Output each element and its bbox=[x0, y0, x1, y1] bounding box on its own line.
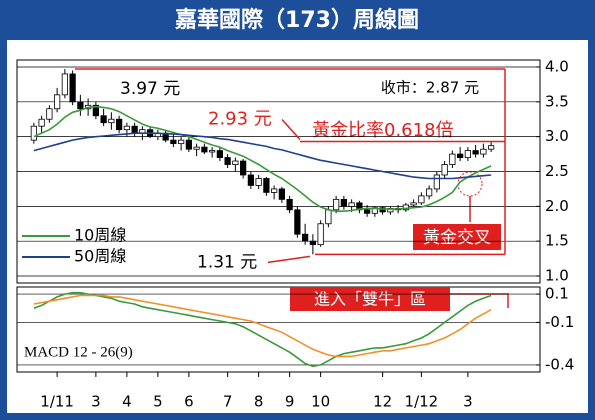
y-tick-label: 1.5 bbox=[545, 232, 569, 250]
series-line bbox=[33, 291, 492, 368]
candle-body bbox=[340, 198, 347, 207]
candle-body bbox=[433, 174, 440, 190]
x-tick-label: 5 bbox=[153, 393, 163, 411]
macd-panel bbox=[16, 286, 541, 373]
x-tick-label: 1/12 bbox=[405, 393, 439, 411]
candle-body bbox=[185, 139, 192, 150]
candle-body bbox=[449, 153, 456, 165]
candle-body bbox=[216, 150, 223, 158]
candle-body bbox=[286, 198, 293, 211]
arrow bbox=[281, 119, 301, 141]
candle-body bbox=[209, 150, 216, 153]
legend-label: 10周線 bbox=[74, 226, 126, 245]
candle-body bbox=[441, 164, 448, 176]
x-tick-label: 3 bbox=[463, 393, 473, 411]
candle-body bbox=[325, 209, 332, 225]
candle-body bbox=[193, 146, 200, 150]
level-label: 2.93 元 bbox=[208, 109, 272, 130]
candle-body bbox=[100, 115, 107, 124]
candle-body bbox=[224, 157, 231, 165]
y-tick-label: 0.1 bbox=[545, 285, 569, 303]
candle-body bbox=[480, 148, 487, 155]
arrow bbox=[267, 255, 311, 264]
y-tick-label: 2.5 bbox=[545, 162, 569, 180]
x-tick-label: 4 bbox=[122, 393, 132, 411]
candle-body bbox=[255, 178, 262, 186]
candle-body bbox=[131, 125, 138, 134]
close-box bbox=[365, 75, 495, 99]
candle-body bbox=[201, 146, 208, 153]
candle-body bbox=[46, 108, 53, 120]
x-tick-label: 8 bbox=[254, 393, 264, 411]
x-tick-label: 1/11 bbox=[40, 393, 74, 411]
candle-body bbox=[69, 73, 76, 103]
candle-body bbox=[457, 153, 464, 158]
cross-label: 黃金交叉 bbox=[423, 228, 491, 248]
candle-body bbox=[418, 195, 425, 204]
series-line bbox=[33, 294, 492, 358]
candle-body bbox=[410, 202, 417, 206]
x-tick-label: 7 bbox=[223, 393, 233, 411]
candle-body bbox=[488, 145, 495, 150]
candle-body bbox=[108, 118, 115, 124]
series-line bbox=[33, 132, 492, 180]
x-tick-label: 3 bbox=[91, 393, 101, 411]
ratio-label: 黃金比率0.618倍 bbox=[312, 120, 454, 141]
candle-body bbox=[92, 104, 99, 117]
candle-body bbox=[232, 160, 239, 165]
candle-body bbox=[61, 73, 68, 96]
macd-label: MACD 12 - 26(9) bbox=[24, 344, 133, 360]
candle-body bbox=[38, 118, 45, 127]
candle-body bbox=[426, 188, 433, 197]
candle-body bbox=[348, 202, 355, 207]
note-box bbox=[290, 287, 450, 311]
close-label: 收市：2.87 元 bbox=[381, 79, 479, 97]
level-label: 1.31 元 bbox=[197, 252, 257, 272]
candle-body bbox=[263, 178, 270, 193]
candle-body bbox=[247, 174, 254, 186]
candle-body bbox=[294, 209, 301, 235]
candle-body bbox=[309, 240, 316, 246]
y-tick-label: 4.0 bbox=[545, 57, 569, 75]
candle-body bbox=[278, 188, 285, 200]
y-tick-label: -0.4 bbox=[545, 355, 574, 373]
x-tick-label: 10 bbox=[311, 393, 330, 411]
y-tick-label: -0.1 bbox=[545, 313, 574, 331]
x-tick-label: 12 bbox=[373, 393, 392, 411]
candle-body bbox=[364, 209, 371, 214]
candle-body bbox=[464, 150, 471, 158]
candle-body bbox=[333, 198, 340, 211]
y-tick-label: 2.0 bbox=[545, 197, 569, 215]
candle-body bbox=[123, 125, 130, 131]
candle-body bbox=[54, 94, 61, 110]
candle-body bbox=[170, 139, 177, 145]
candle-body bbox=[317, 223, 324, 246]
macd-note: 進入「雙牛」區 bbox=[314, 290, 426, 309]
cross-box bbox=[413, 224, 501, 250]
candle-body bbox=[271, 188, 278, 193]
x-tick-label: 9 bbox=[285, 393, 295, 411]
x-tick-label: 6 bbox=[184, 393, 194, 411]
candle-body bbox=[178, 139, 185, 145]
candle-body bbox=[472, 150, 479, 155]
chart-title: 嘉華國際（173）周線圖 bbox=[175, 7, 419, 33]
candle-body bbox=[240, 160, 247, 176]
candle-body bbox=[30, 125, 37, 141]
y-tick-label: 3.0 bbox=[545, 127, 569, 145]
candle-body bbox=[116, 118, 123, 131]
series-line bbox=[33, 105, 492, 212]
y-tick-label: 1.0 bbox=[545, 267, 569, 285]
candle-body bbox=[77, 101, 84, 110]
y-tick-label: 3.5 bbox=[545, 92, 569, 110]
level-label: 3.97 元 bbox=[120, 79, 180, 99]
legend-label: 50周線 bbox=[74, 247, 126, 266]
candle-body bbox=[302, 233, 309, 242]
